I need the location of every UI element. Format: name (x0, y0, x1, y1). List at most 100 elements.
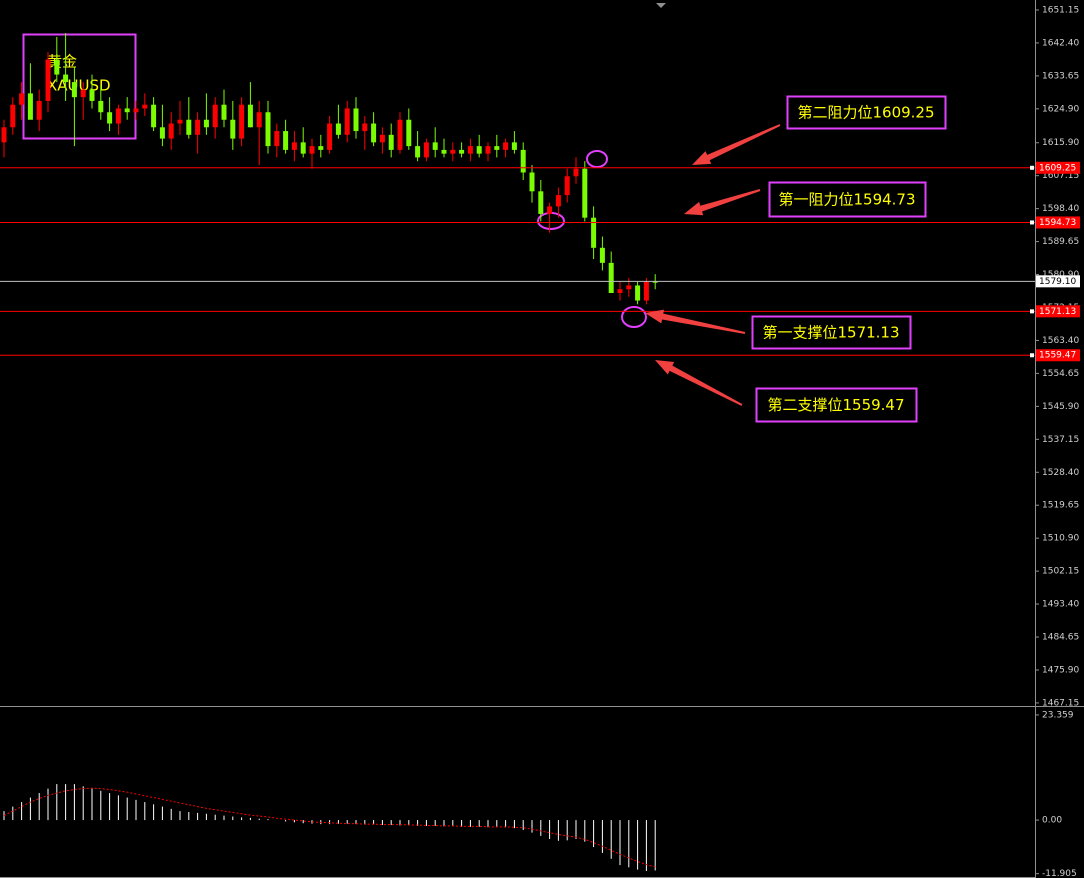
annotation-arrow (655, 360, 743, 406)
candle-body (291, 142, 297, 150)
candle-body (520, 149, 526, 173)
y-tick-label: 1493.40 (1042, 600, 1079, 610)
candle-body (591, 217, 597, 248)
candle-body (247, 104, 253, 128)
candle-body (511, 142, 517, 150)
candle-body (186, 119, 192, 135)
candle-body (239, 104, 245, 139)
annotation-text: 第一支撑位1571.13 (762, 324, 899, 342)
candle-body (309, 146, 315, 154)
candle-body (547, 206, 553, 214)
candle-body (168, 123, 174, 139)
level-tag (1036, 275, 1080, 288)
level-label: 1609.25 (1039, 163, 1076, 173)
candle-body (529, 172, 535, 192)
chart-subtitle: XAUUSD (47, 77, 111, 95)
candle-body (441, 149, 447, 154)
candle-body (195, 119, 201, 135)
candle-body (538, 191, 544, 214)
candle-body (388, 134, 394, 150)
candle-body (555, 195, 561, 207)
candle-body (230, 119, 236, 139)
candle-body (1, 127, 7, 143)
candle-body (115, 108, 121, 124)
annotation-box (786, 95, 947, 130)
candle-body (98, 100, 104, 113)
candle-body (362, 123, 368, 132)
candle-body (327, 123, 333, 150)
level-tag (1036, 305, 1080, 318)
annotation-text: 第二支撑位1559.47 (767, 396, 904, 414)
y-tick-label: 1589.65 (1042, 237, 1079, 247)
candle-body (423, 142, 429, 158)
candle-body (335, 123, 341, 135)
annotation-arrow (692, 124, 781, 165)
level-dot (1030, 165, 1034, 170)
annotation-arrow (645, 309, 746, 334)
annotation-text: 第二阻力位1609.25 (797, 104, 934, 122)
candle-body (300, 142, 306, 154)
y-tick-label: 1537.15 (1042, 435, 1079, 445)
candle-body (80, 89, 86, 98)
candle-body (221, 104, 227, 120)
level-dot (1030, 309, 1034, 314)
candle-body (159, 127, 165, 139)
candle-body (63, 74, 69, 83)
y-tick-label: 1545.90 (1042, 402, 1079, 412)
candle-body (467, 146, 473, 154)
candle-body (459, 149, 465, 154)
candle-body (142, 104, 148, 109)
candle-body (379, 134, 385, 143)
candle-body (599, 247, 605, 263)
candle-body (19, 93, 25, 105)
level-label: 1579.10 (1039, 277, 1076, 287)
level-tag (1036, 216, 1080, 229)
candle-body (203, 119, 209, 128)
candle-body (256, 112, 262, 128)
candle-body (71, 82, 77, 98)
candle-body (353, 108, 359, 132)
candle-body (476, 146, 482, 154)
chart-title: 黄金 (47, 53, 77, 71)
y-tick-label: 1528.40 (1042, 468, 1079, 478)
annotation-box (751, 315, 912, 350)
candle-body (283, 131, 289, 150)
y-tick-label: 0.00 (1042, 816, 1062, 826)
level-tag (1036, 349, 1080, 362)
candle-body (503, 142, 509, 150)
candle-body (432, 142, 438, 150)
candle-body (36, 100, 42, 120)
highlight-circle (586, 150, 608, 168)
shift-marker (656, 3, 666, 8)
y-tick-label: 1467.15 (1042, 698, 1079, 708)
candle-body (45, 59, 51, 101)
candle-body (652, 281, 658, 283)
candle-body (485, 146, 491, 154)
signal-line (3, 787, 656, 868)
candle-body (573, 168, 579, 177)
level-dot (1030, 220, 1034, 225)
y-tick-label: 1651.15 (1042, 5, 1079, 15)
candle-body (133, 108, 139, 113)
level-label: 1594.73 (1039, 218, 1076, 228)
candle-body (643, 281, 649, 301)
y-tick-label: 1598.40 (1042, 204, 1079, 214)
candle-body (494, 146, 500, 150)
level-label: 1571.13 (1039, 307, 1076, 317)
y-tick-label: 1519.65 (1042, 501, 1079, 511)
y-tick-label: 1607.15 (1042, 171, 1079, 181)
candle-body (344, 108, 350, 135)
candle-body (564, 176, 570, 196)
level-tag (1036, 161, 1080, 174)
y-tick-label: 1633.65 (1042, 71, 1079, 81)
candle-body (212, 104, 218, 128)
candle-body (54, 59, 60, 75)
annotation-box (768, 181, 927, 218)
candle-body (635, 285, 641, 301)
candle-body (124, 108, 130, 113)
candle-body (10, 104, 16, 128)
y-tick-label: 1484.65 (1042, 633, 1079, 643)
